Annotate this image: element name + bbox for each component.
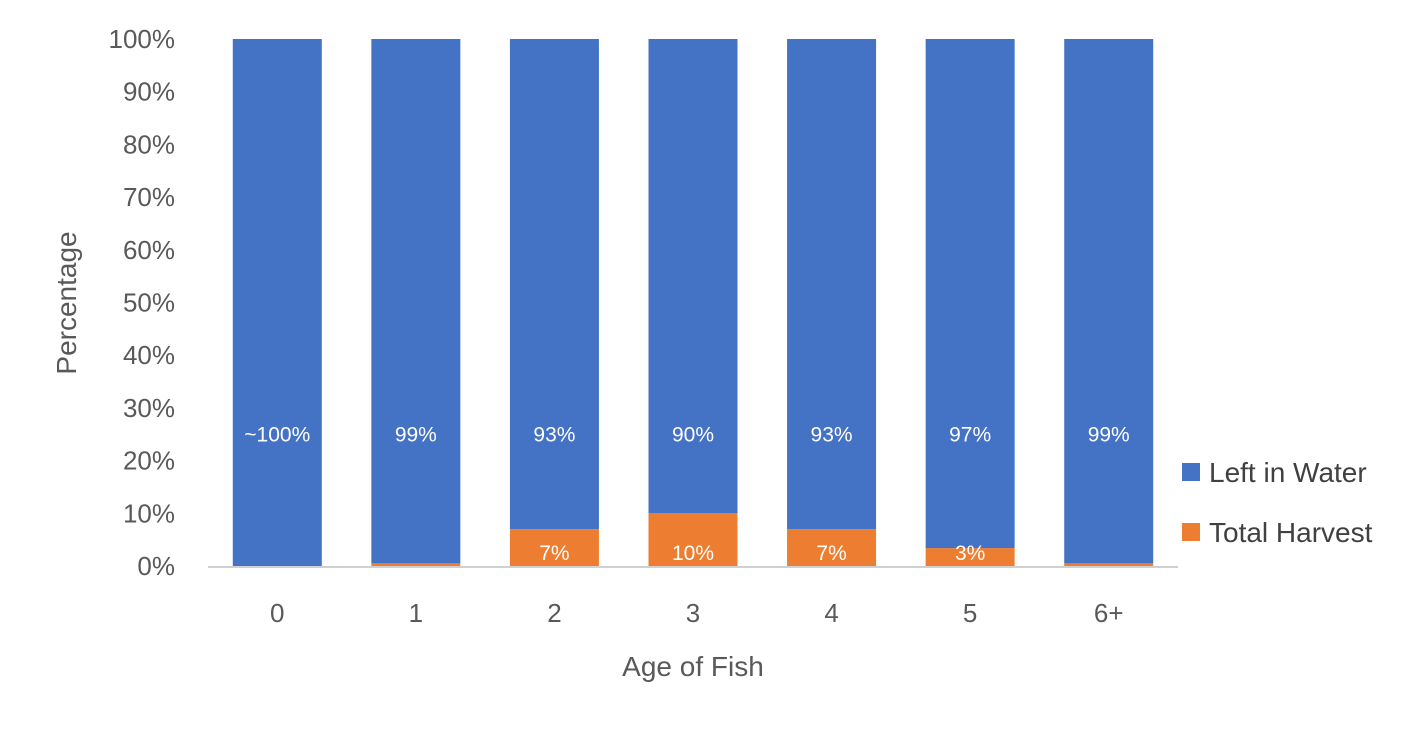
bar-total-harvest <box>371 563 461 566</box>
y-tick-label: 60% <box>123 235 175 265</box>
y-tick-label: 40% <box>123 340 175 370</box>
data-label-total-harvest: 3% <box>955 542 985 565</box>
data-label-left-in-water: 93% <box>811 423 853 446</box>
bar-left-in-water <box>371 39 461 564</box>
data-label-left-in-water: 93% <box>533 423 575 446</box>
y-tick-label: 30% <box>123 393 175 423</box>
x-tick-label: 6+ <box>1094 598 1124 628</box>
bar-total-harvest <box>925 548 1015 566</box>
bars <box>232 39 1154 566</box>
y-tick-label: 20% <box>123 446 175 476</box>
bar-left-in-water <box>787 39 877 530</box>
y-axis-ticks: 0% 10% 20% 30% 40% 50% 60% 70% 80% 90% 100% <box>109 24 176 581</box>
data-label-total-harvest: 7% <box>816 542 846 565</box>
y-tick-label: 0% <box>137 551 175 581</box>
bar-left-in-water <box>509 39 599 530</box>
x-tick-label: 1 <box>409 598 423 628</box>
y-tick-label: 100% <box>109 24 176 54</box>
y-tick-label: 10% <box>123 498 175 528</box>
y-tick-label: 70% <box>123 182 175 212</box>
x-tick-label: 0 <box>270 598 284 628</box>
legend-swatch-left-in-water <box>1182 463 1200 481</box>
bar-total-harvest <box>787 529 877 566</box>
x-tick-label: 5 <box>963 598 977 628</box>
bar-left-in-water <box>1064 39 1154 564</box>
data-label-left-in-water: 99% <box>395 423 437 446</box>
legend-label-total-harvest: Total Harvest <box>1209 517 1373 548</box>
x-axis-ticks: 0 1 2 3 4 5 6+ <box>270 598 1123 628</box>
x-tick-label: 3 <box>686 598 700 628</box>
x-tick-label: 2 <box>547 598 561 628</box>
y-tick-label: 50% <box>123 288 175 318</box>
x-axis-title: Age of Fish <box>622 651 764 682</box>
data-label-total-harvest: 10% <box>672 542 714 565</box>
bar-total-harvest <box>648 513 738 566</box>
y-tick-label: 90% <box>123 77 175 107</box>
bar-left-in-water <box>648 39 738 514</box>
legend-label-left-in-water: Left in Water <box>1209 457 1367 488</box>
data-label-left-in-water: 99% <box>1088 423 1130 446</box>
legend-swatch-total-harvest <box>1182 523 1200 541</box>
bar-left-in-water <box>925 39 1015 549</box>
data-label-left-in-water: ~100% <box>244 423 310 446</box>
data-label-left-in-water: 97% <box>949 423 991 446</box>
legend: Left in Water Total Harvest <box>1182 457 1373 548</box>
x-tick-label: 4 <box>824 598 838 628</box>
data-label-left-in-water: 90% <box>672 423 714 446</box>
data-label-total-harvest: 7% <box>539 542 569 565</box>
bar-total-harvest <box>509 529 599 566</box>
y-axis-title: Percentage <box>51 231 82 374</box>
bar-total-harvest <box>1064 563 1154 566</box>
bar-left-in-water <box>232 39 322 566</box>
y-tick-label: 80% <box>123 129 175 159</box>
data-labels: 7% 10% 7% 3% ~100% 99% 93% 90% 93% 97% 99% <box>244 423 1129 565</box>
